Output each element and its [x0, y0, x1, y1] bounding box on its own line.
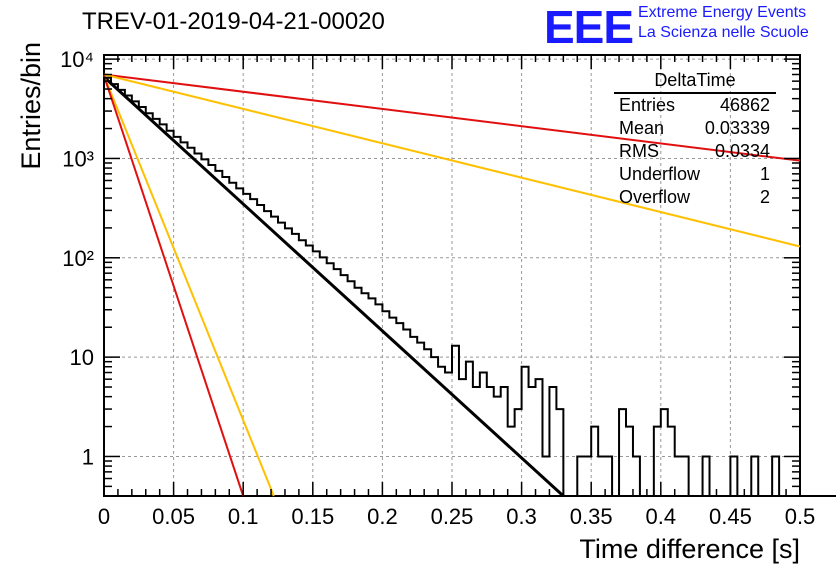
fit-line-4: [103, 75, 245, 497]
stats-box: DeltaTime Entries 46862 Mean 0.03339 RMS…: [614, 70, 776, 209]
stats-label: Underflow: [619, 164, 701, 184]
x-tick-label: 0.15: [291, 504, 334, 529]
axis-ticks: 0 0.05 0.1 0.15 0.2 0.25 0.3 0.35 0.4 0.45 0.5 1 10 1…: [60, 47, 815, 529]
eee-logo-text: EEE: [544, 1, 634, 53]
x-tick-label: 0.05: [152, 504, 195, 529]
stats-label: Entries: [619, 95, 676, 115]
stats-value: 0.03339: [704, 118, 770, 138]
stats-label: Overflow: [619, 187, 691, 207]
x-axis-label: Time difference [s]: [579, 534, 800, 564]
stats-row-entries: Entries 46862: [614, 94, 776, 117]
x-tick-label: 0.35: [570, 504, 613, 529]
x-tick-label: 0.5: [785, 504, 816, 529]
x-tick-label: 0.25: [431, 504, 474, 529]
page-title: TREV-01-2019-04-21-00020: [82, 8, 385, 35]
x-tick-label: 0.1: [228, 504, 259, 529]
y-tick-label: 10: [70, 345, 94, 370]
stats-label: Mean: [619, 118, 665, 138]
stats-row-mean: Mean 0.03339: [614, 117, 776, 140]
stats-value: 46862: [719, 95, 770, 115]
y-axis-label: Entries/bin: [16, 42, 46, 170]
x-tick-label: 0.3: [506, 504, 537, 529]
fit-lines: [102, 73, 801, 498]
x-tick-label: 0.2: [367, 504, 398, 529]
x-tick-label: 0.45: [709, 504, 752, 529]
stats-row-rms: RMS 0.0334: [614, 140, 776, 163]
stats-title: DeltaTime: [614, 70, 776, 94]
x-tick-label: 0.4: [646, 504, 677, 529]
stats-row-underflow: Underflow 1: [614, 163, 776, 186]
fit-line-2: [103, 73, 801, 248]
y-tick-label: 10⁴: [60, 47, 94, 72]
logo-line-2: La Scienza nelle Scuole: [638, 24, 809, 41]
stats-value: 0.0334: [714, 141, 770, 161]
histogram-series: [103, 76, 836, 497]
logo-line-1: Extreme Energy Events: [638, 4, 807, 21]
stats-label: RMS: [619, 141, 659, 161]
y-tick-label: 10³: [62, 146, 94, 171]
stats-row-overflow: Overflow 2: [614, 186, 776, 209]
stats-value: 2: [759, 187, 770, 207]
stats-value: 1: [759, 164, 770, 184]
fit-line-1: [103, 73, 801, 162]
y-tick-label: 10²: [62, 246, 94, 271]
y-tick-label: 1: [82, 444, 94, 469]
x-tick-label: 0: [98, 504, 110, 529]
fit-line-0: [102, 75, 565, 498]
fit-line-3: [103, 75, 275, 497]
